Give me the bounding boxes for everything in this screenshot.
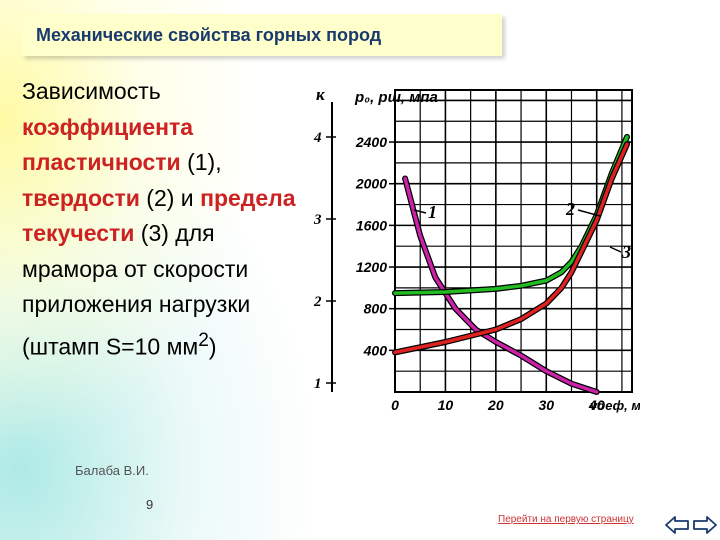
curve-label: 3 <box>621 242 631 262</box>
plot-frame <box>394 89 633 393</box>
k-axis-label: к <box>316 85 325 104</box>
next-arrow-icon[interactable] <box>692 515 718 535</box>
body-text-5: ) <box>208 333 217 360</box>
curve-3 <box>393 142 629 355</box>
x-tick-label: 10 <box>438 397 454 413</box>
p-axis-label: p₀, pш, мпа <box>354 89 438 106</box>
prev-arrow-icon[interactable] <box>664 515 690 535</box>
chart-labels: 1 2 3 <box>413 199 631 262</box>
body-superscript: 2 <box>198 329 209 351</box>
chart-curves <box>392 133 630 395</box>
p-tick-label: 2400 <box>355 134 387 150</box>
slide-body-text: Зависимость коэффициента пластичности (1… <box>22 74 312 365</box>
p-tick-label: 800 <box>364 301 388 317</box>
curve-leader-line <box>609 246 622 253</box>
k-tick-label: 3 <box>313 212 322 228</box>
slide-title: Механические свойства горных пород <box>36 24 382 45</box>
k-tick-label: 2 <box>313 294 322 310</box>
curve-outline-3 <box>392 141 630 356</box>
x-tick-label: 40 <box>588 397 605 413</box>
curve-leader-line <box>577 209 601 217</box>
x-axis-label: vдеф, м/с <box>590 398 640 413</box>
page-number: 9 <box>146 497 154 512</box>
first-page-link[interactable]: Перейти на первую страницу <box>498 514 634 525</box>
x-tick-label: 0 <box>391 397 399 413</box>
chart: 1 2 3 4 400 800 1200 1600 2000 2400 0 10 20 30 40 к p₀, … <box>313 85 640 413</box>
highlight-plasticity: коэффициента пластичности <box>22 113 194 176</box>
k-tick-label: 4 <box>313 130 322 146</box>
author-label: Балаба В.И. <box>75 463 149 478</box>
chart-axes: 1 2 3 4 400 800 1200 1600 2000 2400 0 10 20 30 40 к p₀, … <box>313 85 640 413</box>
highlight-yield-point: предела текучести <box>22 184 296 247</box>
curve-label: 1 <box>428 202 437 222</box>
title-bar: Механические свойства горных пород <box>22 14 502 56</box>
curve-label: 2 <box>565 199 575 219</box>
x-tick-label: 30 <box>538 397 554 413</box>
highlight-hardness: твердости <box>22 184 140 211</box>
p-tick-label: 2000 <box>355 176 387 192</box>
p-tick-label: 1600 <box>356 217 387 233</box>
x-tick-label: 20 <box>487 397 504 413</box>
p-tick-label: 1200 <box>356 259 387 275</box>
body-text-4: (3) для мрамора от скорости приложения н… <box>22 220 251 360</box>
curve-leader-line <box>413 209 427 214</box>
body-text-2: (1), <box>180 149 222 175</box>
curve-1 <box>403 176 599 394</box>
k-tick-label: 1 <box>314 376 322 392</box>
body-text-1: Зависимость <box>22 78 161 104</box>
body-text-3: (2) и <box>139 184 201 211</box>
p-tick-label: 400 <box>363 342 388 358</box>
